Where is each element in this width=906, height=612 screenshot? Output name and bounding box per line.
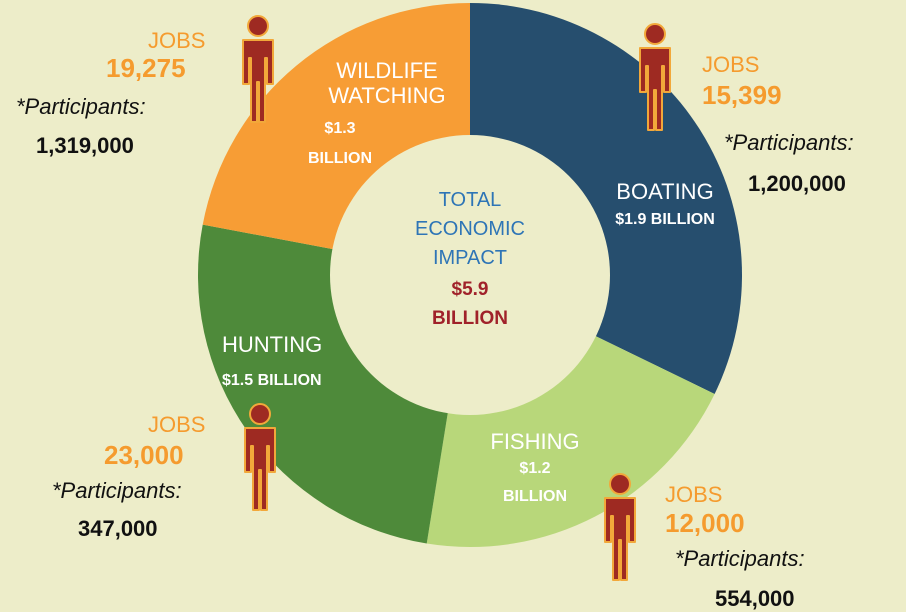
slice-value-wildlife: $1.3 BILLION	[280, 114, 400, 174]
donut-hole	[330, 135, 610, 415]
slice-value-wildlife-line-2: BILLION	[308, 150, 372, 167]
jobs-label-wildlife: JOBS	[148, 28, 206, 53]
participants-value-hunting: 347,000	[78, 516, 158, 541]
center-label: TOTAL ECONOMIC IMPACT $5.9 BILLION	[390, 186, 550, 333]
participants-value-wildlife: 1,319,000	[36, 133, 134, 158]
person-icon	[639, 23, 671, 131]
person-icons	[242, 15, 671, 581]
slice-name-boating: BOATING	[616, 179, 714, 204]
jobs-label-fishing: JOBS	[665, 482, 723, 507]
participants-label-fishing: *Participants:	[675, 546, 805, 571]
participants-label-hunting: *Participants:	[52, 478, 182, 503]
person-icon	[604, 473, 636, 581]
center-value-line-2: BILLION	[432, 308, 508, 329]
person-icon	[244, 403, 276, 511]
slice-label-boating: BOATING $1.9 BILLION	[585, 178, 745, 234]
slice-value-hunting: $1.5 BILLION	[222, 372, 322, 389]
center-title-line-2: ECONOMIC	[415, 218, 525, 240]
slice-name-wildlife-line-1: WILDLIFE	[336, 58, 438, 83]
slice-label-hunting: HUNTING $1.5 BILLION	[222, 330, 382, 396]
slice-label-wildlife: WILDLIFE WATCHING	[307, 58, 467, 108]
slice-label-fishing: FISHING $1.2 BILLION	[465, 428, 605, 512]
jobs-value-hunting: 23,000	[104, 440, 184, 470]
slice-name-wildlife-line-2: WATCHING	[328, 83, 446, 108]
jobs-value-boating: 15,399	[702, 80, 782, 110]
participants-value-fishing: 554,000	[715, 586, 795, 611]
center-value-line-1: $5.9	[451, 279, 489, 300]
jobs-value-fishing: 12,000	[665, 508, 745, 538]
jobs-label-boating: JOBS	[702, 52, 760, 77]
center-title-line-1: TOTAL	[438, 189, 502, 211]
slice-value-fishing-line-2: BILLION	[503, 488, 567, 505]
slice-value-wildlife-line-1: $1.3	[324, 120, 356, 137]
slice-value-fishing-line-1: $1.2	[519, 460, 551, 477]
jobs-value-wildlife: 19,275	[106, 53, 186, 83]
person-icon	[242, 15, 274, 123]
slice-name-hunting: HUNTING	[222, 332, 323, 357]
slice-value-boating: $1.9 BILLION	[615, 211, 715, 228]
participants-label-boating: *Participants:	[724, 130, 854, 155]
jobs-label-hunting: JOBS	[148, 412, 206, 437]
slice-name-fishing: FISHING	[490, 429, 580, 454]
center-title-line-3: IMPACT	[432, 247, 508, 269]
participants-label-wildlife: *Participants:	[16, 94, 146, 119]
participants-value-boating: 1,200,000	[748, 171, 846, 196]
